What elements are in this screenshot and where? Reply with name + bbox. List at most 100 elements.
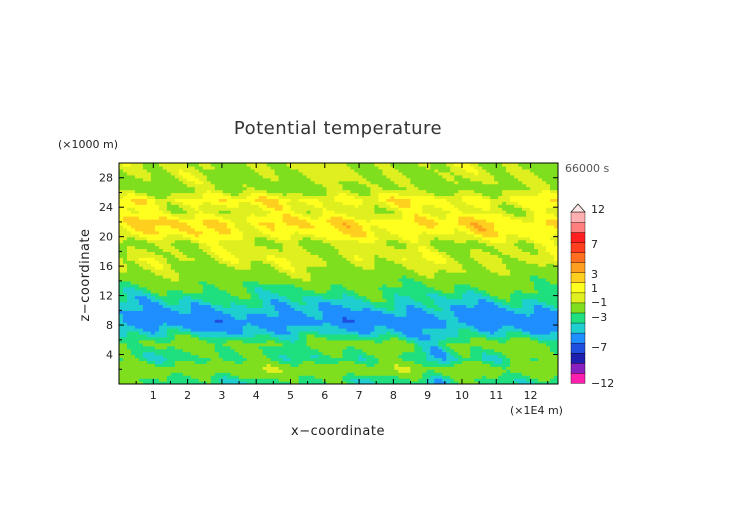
heatmap-cell [358,336,364,341]
heatmap-cell [266,369,272,373]
heatmap-cell [414,266,419,270]
heatmap-cell [470,366,475,370]
heatmap-cell [510,357,515,362]
heatmap-cell [322,283,328,288]
heatmap-cell [174,301,180,306]
heatmap-cell [414,381,419,384]
heatmap-cell [150,289,156,294]
heatmap-cell [478,272,483,276]
heatmap-cell [386,269,391,273]
heatmap-cell [158,289,164,294]
heatmap-cell [230,330,236,335]
heatmap-cell [550,301,555,306]
heatmap-cell [210,298,216,303]
heatmap-cell [378,307,383,311]
heatmap-cell [406,254,411,258]
heatmap-cell [430,375,435,379]
heatmap-cell [310,363,316,367]
heatmap-cell [386,328,391,332]
heatmap-cell [306,357,312,362]
heatmap-cell [398,322,403,326]
heatmap-cell [246,251,252,255]
heatmap-cell [198,372,204,376]
heatmap-cell [210,269,216,273]
heatmap-cell [138,372,144,376]
heatmap-cell [122,248,128,252]
heatmap-cell [202,248,208,252]
heatmap-cell [134,286,140,291]
heatmap-cell [218,360,224,364]
heatmap-cell [306,304,312,308]
heatmap-cell [322,330,328,335]
heatmap-cell [490,366,495,370]
heatmap-cell [474,372,479,376]
heatmap-cell [482,333,487,338]
heatmap-cell [206,263,212,267]
heatmap-cell [254,360,260,364]
heatmap-cell [214,295,220,300]
heatmap-cell [194,298,200,303]
heatmap-cell [366,266,372,270]
heatmap-cell [514,369,519,373]
heatmap-cell [390,286,395,291]
heatmap-cell [446,342,451,347]
heatmap-cell [334,254,340,258]
heatmap-cell [554,274,558,279]
heatmap-cell [482,348,487,353]
heatmap-cell [294,378,300,382]
heatmap-cell [142,254,148,258]
heatmap-cell [454,375,459,379]
heatmap-cell [230,286,236,291]
heatmap-cell [286,289,292,294]
heatmap-cell [142,325,148,329]
heatmap-cell [230,381,236,384]
heatmap-cell [426,336,431,341]
heatmap-cell [294,322,300,326]
heatmap-cell [446,333,451,338]
heatmap-cell [446,366,451,370]
heatmap-cell [546,366,551,370]
heatmap-cell [470,319,475,323]
heatmap-cell [210,304,216,308]
heatmap-cell [434,310,439,314]
heatmap-cell [154,280,160,285]
heatmap-cell [438,292,443,297]
heatmap-cell [282,348,288,353]
heatmap-cell [302,357,308,362]
heatmap-cell [306,336,312,341]
heatmap-cell [238,313,244,317]
heatmap-cell [318,304,324,308]
heatmap-cell [434,360,439,364]
heatmap-cell [490,319,495,323]
heatmap-cell [470,339,475,344]
heatmap-cell [282,330,288,335]
heatmap-cell [262,348,268,353]
heatmap-cell [286,272,292,276]
heatmap-cell [498,316,503,320]
heatmap-cell [274,354,280,359]
heatmap-cell [370,345,376,350]
heatmap-cell [158,342,164,347]
heatmap-cell [442,313,447,317]
heatmap-cell [538,330,543,335]
heatmap-cell [414,298,419,303]
heatmap-cell [286,372,292,376]
heatmap-cell [302,254,308,258]
heatmap-cell [234,345,240,350]
heatmap-cell [242,372,248,376]
heatmap-cell [186,254,192,258]
heatmap-cell [318,357,324,362]
heatmap-cell [546,260,551,264]
heatmap-cell [542,342,547,347]
heatmap-cell [542,369,547,373]
heatmap-cell [242,345,248,350]
heatmap-cell [138,269,144,273]
heatmap-cell [318,328,324,332]
heatmap-cell [354,269,360,273]
heatmap-cell [134,257,140,261]
heatmap-cell [338,310,344,314]
heatmap-cell [318,369,324,373]
heatmap-cell [206,357,212,362]
heatmap-cell [186,366,192,370]
heatmap-cell [398,292,403,297]
